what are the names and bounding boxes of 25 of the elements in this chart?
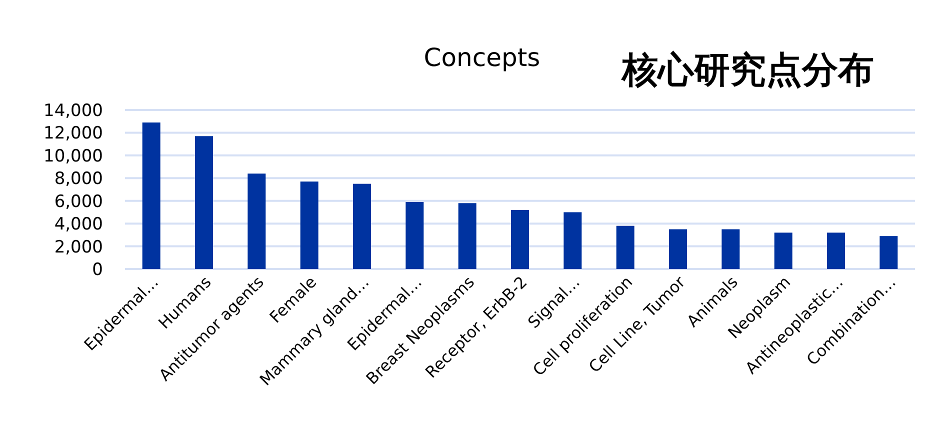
chart-subtitle: 核心研究点分布 bbox=[620, 50, 874, 91]
bar bbox=[722, 229, 740, 269]
bar bbox=[616, 226, 634, 269]
bar bbox=[248, 174, 266, 269]
y-tick-label: 6,000 bbox=[54, 192, 103, 212]
chart-title: Concepts bbox=[424, 43, 540, 72]
bar bbox=[353, 184, 371, 269]
y-tick-label: 2,000 bbox=[54, 237, 103, 258]
bar bbox=[142, 122, 160, 269]
bar bbox=[827, 232, 845, 269]
bar bbox=[774, 232, 792, 269]
y-tick-label: 12,000 bbox=[44, 124, 103, 144]
y-tick-label: 8,000 bbox=[54, 169, 103, 190]
bar bbox=[564, 212, 582, 269]
bar bbox=[511, 210, 529, 269]
y-tick-label: 14,000 bbox=[44, 101, 103, 121]
bar bbox=[458, 203, 476, 269]
bar bbox=[406, 202, 424, 269]
y-tick-label: 0 bbox=[92, 260, 103, 280]
bar bbox=[880, 236, 898, 269]
bar bbox=[300, 182, 318, 269]
bar bbox=[669, 229, 687, 269]
y-tick-label: 10,000 bbox=[44, 146, 103, 166]
y-tick-label: 4,000 bbox=[54, 214, 103, 235]
bar bbox=[195, 136, 213, 269]
